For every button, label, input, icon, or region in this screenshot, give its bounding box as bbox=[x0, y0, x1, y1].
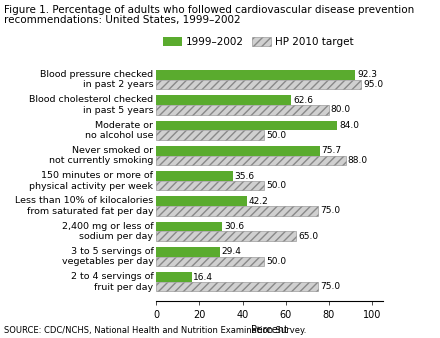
Text: 75.0: 75.0 bbox=[320, 282, 340, 291]
Bar bbox=[156, 171, 233, 181]
Text: 16.4: 16.4 bbox=[193, 272, 213, 282]
Text: 75.7: 75.7 bbox=[321, 146, 341, 155]
Text: SOURCE: CDC/NCHS, National Health and Nutrition Examination Survey.: SOURCE: CDC/NCHS, National Health and Nu… bbox=[4, 326, 307, 335]
Text: 80.0: 80.0 bbox=[330, 105, 351, 114]
Text: 50.0: 50.0 bbox=[266, 257, 286, 266]
Bar bbox=[156, 196, 247, 206]
Bar bbox=[156, 181, 264, 190]
Text: 75.0: 75.0 bbox=[320, 207, 340, 215]
Text: 88.0: 88.0 bbox=[348, 156, 368, 165]
Bar bbox=[156, 206, 318, 216]
Bar bbox=[156, 105, 329, 115]
Bar bbox=[156, 121, 337, 130]
Bar bbox=[156, 95, 291, 105]
Text: 65.0: 65.0 bbox=[298, 232, 318, 241]
Text: 50.0: 50.0 bbox=[266, 181, 286, 190]
Bar bbox=[156, 257, 264, 266]
Bar bbox=[156, 155, 346, 165]
Bar bbox=[156, 231, 297, 241]
Text: 35.6: 35.6 bbox=[235, 171, 255, 180]
X-axis label: Percent: Percent bbox=[251, 325, 288, 335]
Text: Figure 1. Percentage of adults who followed cardiovascular disease prevention: Figure 1. Percentage of adults who follo… bbox=[4, 5, 414, 15]
Bar bbox=[156, 146, 319, 155]
Bar bbox=[156, 80, 361, 89]
Text: 84.0: 84.0 bbox=[339, 121, 359, 130]
Text: 50.0: 50.0 bbox=[266, 130, 286, 140]
Bar bbox=[156, 282, 318, 291]
Text: 92.3: 92.3 bbox=[357, 71, 377, 79]
Text: 62.6: 62.6 bbox=[293, 96, 313, 105]
Bar bbox=[156, 70, 356, 80]
Bar bbox=[156, 222, 222, 231]
Bar bbox=[156, 130, 264, 140]
Text: 95.0: 95.0 bbox=[363, 80, 383, 89]
Bar bbox=[156, 272, 191, 282]
Text: 42.2: 42.2 bbox=[249, 197, 269, 206]
Bar bbox=[156, 247, 220, 257]
Legend: 1999–2002, HP 2010 target: 1999–2002, HP 2010 target bbox=[161, 35, 356, 49]
Text: 29.4: 29.4 bbox=[221, 247, 241, 256]
Text: 30.6: 30.6 bbox=[224, 222, 244, 231]
Text: recommendations: United States, 1999–2002: recommendations: United States, 1999–200… bbox=[4, 15, 241, 25]
